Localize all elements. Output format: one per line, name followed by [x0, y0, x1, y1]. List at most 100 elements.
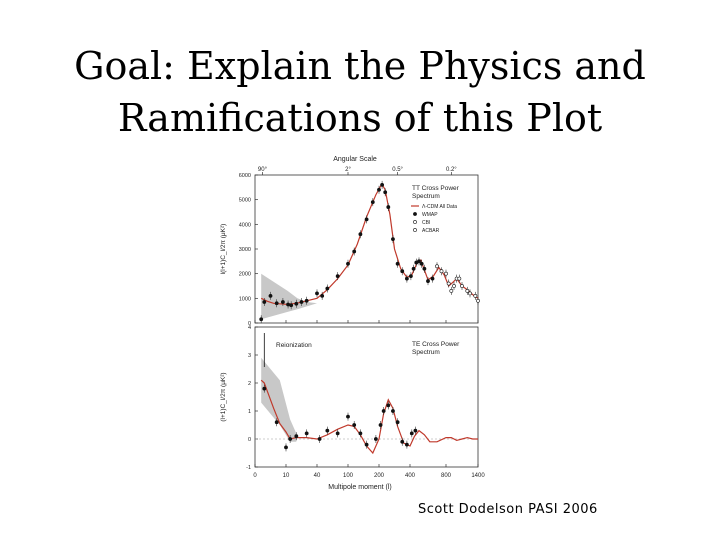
te-y-tick-label: 2 [248, 381, 251, 387]
x-tick-label: 0 [253, 473, 257, 479]
x-tick-label: 800 [441, 473, 452, 479]
tt-legend-marker-swatch [413, 220, 417, 224]
tt-wmap-data-point [294, 301, 299, 306]
x-tick-label: 200 [374, 473, 385, 479]
tt-wmap-data-point [386, 205, 391, 209]
tt-wmap-data-point [274, 301, 279, 306]
te-wmap-data-point [391, 409, 395, 413]
tt-wmap-data-point [364, 217, 369, 222]
te-y-tick-label: -1 [246, 465, 251, 471]
te-model-uncertainty-band [261, 357, 297, 442]
tt-acbar-data-point [439, 269, 444, 274]
reionization-annotation: Reionization [276, 342, 312, 349]
tt-legend-label: ACBAR [422, 228, 440, 234]
top-axis-label: Angular Scale [333, 156, 377, 163]
tt-y-axis-label: l(l+1)C_l/2π (μK²) [220, 224, 227, 275]
tt-panel-title-line-2: Spectrum [412, 193, 440, 200]
tt-wmap-data-point [426, 279, 430, 283]
tt-y-tick-label: 4000 [239, 222, 251, 228]
te-wmap-data-point [386, 403, 391, 408]
tt-cbi-data-point [460, 284, 464, 288]
te-panel-title-line-2: Spectrum [412, 349, 440, 356]
tt-wmap-data-point [422, 266, 427, 271]
te-wmap-data-point [404, 442, 409, 447]
te-wmap-data-point [317, 437, 322, 441]
te-wmap-data-point [378, 423, 383, 427]
te-y-tick-label: 1 [248, 409, 251, 415]
tt-wmap-data-point [335, 274, 340, 279]
tt-model-uncertainty-band [261, 273, 317, 320]
te-wmap-data-point [395, 420, 400, 425]
slide-title: Goal: Explain the Physics and Ramificati… [0, 40, 720, 144]
te-panel-title-line-1: TE Cross Power [412, 341, 460, 348]
x-tick-label: 400 [405, 473, 416, 479]
x-tick-label: 40 [314, 473, 321, 479]
te-wmap-data-point [413, 428, 418, 433]
tt-wmap-data-point [408, 274, 413, 279]
tt-wmap-data-point [262, 300, 267, 304]
tt-legend-marker-swatch [413, 212, 417, 216]
tt-wmap-data-point [404, 276, 409, 281]
top-tick-label: 2° [345, 167, 351, 173]
te-y-axis-label: (l+1)C_l/2π (μK²) [220, 372, 227, 421]
tt-cbi-data-point [468, 291, 472, 296]
tt-legend-label: CBI [422, 220, 430, 226]
tt-acbar-data-point [452, 284, 456, 288]
te-wmap-data-point [325, 428, 330, 433]
tt-wmap-data-point [268, 293, 273, 298]
te-wmap-data-point [400, 439, 405, 444]
te-wmap-data-point [294, 434, 299, 439]
tt-legend-marker-swatch [413, 228, 417, 232]
te-wmap-data-point [288, 437, 293, 441]
x-tick-label: 10 [283, 473, 290, 479]
te-wmap-data-point [373, 437, 378, 441]
tt-y-tick-label: 3000 [239, 247, 251, 253]
tt-legend-label: Λ-CDM All Data [422, 204, 457, 210]
te-wmap-data-point [352, 423, 357, 427]
tt-cbi-data-point [435, 264, 439, 269]
tt-wmap-data-point [380, 182, 385, 187]
x-axis-label: Multipole moment (l) [328, 484, 391, 491]
te-wmap-data-point [274, 420, 279, 425]
te-model-curve [260, 379, 478, 455]
slide-title-line-2: Ramifications of this Plot [117, 96, 603, 140]
tt-y-tick-label: 2000 [239, 272, 251, 278]
te-wmap-data-point [335, 431, 340, 436]
tt-wmap-data-point [358, 232, 363, 237]
tt-y-tick-label: 1000 [239, 296, 251, 302]
te-wmap-data-point [262, 386, 267, 391]
tt-wmap-data-point [370, 200, 375, 205]
tt-y-tick-label: 6000 [239, 173, 251, 179]
tt-wmap-data-point [391, 237, 395, 242]
tt-acbar-data-point [473, 293, 478, 298]
tt-wmap-data-point [377, 187, 381, 192]
tt-y-tick-label: 5000 [239, 198, 251, 204]
te-y-tick-label: 0 [248, 437, 251, 443]
te-wmap-data-point [364, 442, 369, 447]
tt-wmap-data-point [286, 302, 290, 307]
tt-acbar-data-point [446, 281, 451, 286]
tt-wmap-data-point [280, 300, 285, 304]
tt-wmap-data-point [304, 298, 309, 303]
tt-cbi-data-point [476, 298, 480, 303]
te-wmap-data-point [409, 431, 414, 436]
tt-model-curve [260, 183, 479, 305]
x-tick-label: 1400 [471, 473, 485, 479]
te-wmap-data-point [284, 445, 288, 450]
te-wmap-data-point [381, 409, 386, 413]
tt-legend-label: WMAP [422, 212, 438, 218]
tt-wmap-data-point [289, 303, 294, 308]
te-y-tick-label: 3 [248, 353, 251, 359]
tt-wmap-data-point [320, 293, 325, 298]
top-tick-label: 0.2° [446, 167, 457, 173]
tt-panel-title-line-1: TT Cross Power [412, 185, 460, 192]
tt-wmap-data-point [352, 249, 357, 254]
top-tick-label: 90° [258, 167, 268, 173]
slide-title-line-1: Goal: Explain the Physics and [74, 44, 646, 88]
tt-wmap-data-point [430, 276, 435, 281]
tt-acbar-data-point [465, 289, 470, 293]
tt-wmap-data-point [411, 266, 416, 271]
tt-wmap-data-point [315, 291, 319, 296]
tt-wmap-data-point [259, 317, 264, 322]
